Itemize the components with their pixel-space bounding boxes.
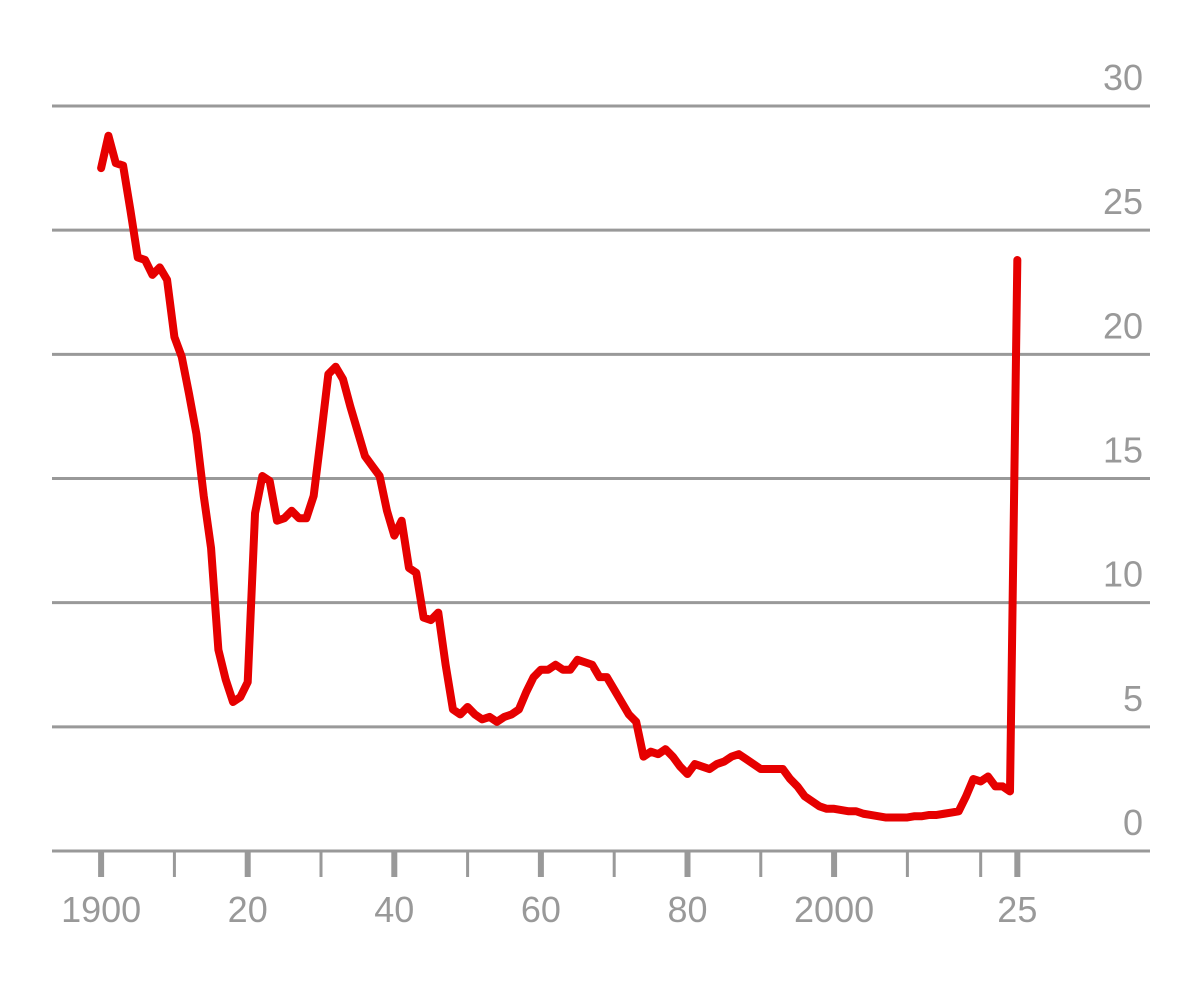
y-tick-label: 10	[1103, 554, 1143, 595]
x-tick-label: 60	[521, 889, 561, 930]
x-tick-label: 80	[667, 889, 707, 930]
x-tick-label: 25	[997, 889, 1037, 930]
y-tick-label: 25	[1103, 181, 1143, 222]
data-line	[97, 131, 1022, 822]
x-tick-label: 20	[228, 889, 268, 930]
y-tick-label: 20	[1103, 305, 1143, 346]
y-tick-label: 15	[1103, 430, 1143, 471]
y-tick-label: 5	[1123, 678, 1143, 719]
y-tick-label: 30	[1103, 57, 1143, 98]
x-tick-label: 1900	[61, 889, 141, 930]
x-tick-label: 40	[374, 889, 414, 930]
y-tick-label: 0	[1123, 802, 1143, 843]
x-tick-label: 2000	[794, 889, 874, 930]
